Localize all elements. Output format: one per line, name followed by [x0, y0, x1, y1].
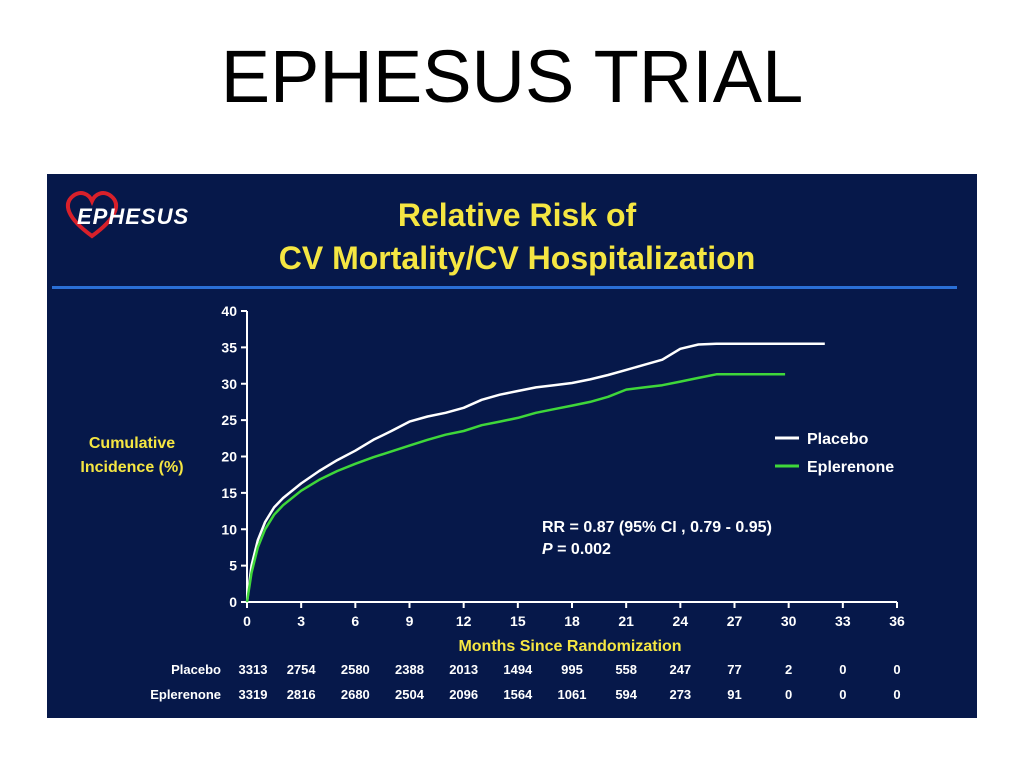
y-axis-label-line2: Incidence (%)	[80, 459, 183, 476]
x-tick-label: 33	[835, 613, 851, 629]
risk-count-eplerenone: 273	[669, 687, 691, 702]
x-tick-label: 30	[781, 613, 797, 629]
y-tick-label: 0	[229, 594, 237, 610]
ephesus-logo: EPHESUS	[57, 184, 257, 239]
legend: Placebo Eplerenone	[775, 431, 894, 476]
risk-count-placebo: 2580	[341, 662, 370, 677]
rr-annotation: RR = 0.87 (95% CI , 0.79 - 0.95)	[542, 519, 772, 536]
risk-count-eplerenone: 1061	[558, 687, 587, 702]
risk-count-placebo: 558	[615, 662, 637, 677]
chart-series	[245, 342, 825, 603]
y-tick-label: 20	[221, 449, 237, 465]
risk-count-placebo: 0	[893, 662, 900, 677]
page-title: EPHESUS TRIAL	[220, 35, 804, 118]
risk-count-placebo: 0	[839, 662, 846, 677]
risk-count-placebo: 77	[727, 662, 741, 677]
risk-count-eplerenone: 2816	[287, 687, 316, 702]
risk-count-eplerenone: 1564	[503, 687, 533, 702]
slide-panel: EPHESUS Relative Risk of CV Mortality/CV…	[47, 174, 977, 718]
legend-label-placebo: Placebo	[807, 431, 869, 448]
heart-logo-icon	[66, 191, 118, 239]
series-line-placebo	[245, 342, 825, 603]
x-tick-label: 27	[727, 613, 743, 629]
risk-label-eplerenone: Eplerenone	[150, 687, 221, 702]
y-tick-label: 35	[221, 339, 237, 355]
risk-count-eplerenone: 0	[785, 687, 792, 702]
risk-count-placebo: 2	[785, 662, 792, 677]
risk-label-placebo: Placebo	[171, 662, 221, 677]
y-tick-label: 30	[221, 376, 237, 392]
risk-count-eplerenone: 91	[727, 687, 741, 702]
risk-count-placebo: 247	[669, 662, 691, 677]
risk-count-placebo: 2013	[449, 662, 478, 677]
x-tick-label: 3	[297, 613, 305, 629]
series-line-eplerenone	[245, 373, 786, 603]
p-value-annotation: P = 0.002	[542, 541, 611, 558]
risk-count-eplerenone: 0	[839, 687, 846, 702]
y-axis-label-line1: Cumulative	[89, 435, 175, 452]
slide-title-line2: CV Mortality/CV Hospitalization	[278, 240, 756, 276]
risk-count-placebo: 2754	[287, 662, 317, 677]
x-tick-label: 0	[243, 613, 251, 629]
legend-label-eplerenone: Eplerenone	[807, 459, 894, 476]
slide-title-line1: Relative Risk of	[397, 197, 637, 233]
logo-text: EPHESUS	[77, 204, 190, 229]
x-tick-label: 9	[406, 613, 414, 629]
x-tick-label: 15	[510, 613, 526, 629]
risk-count-placebo: 1494	[503, 662, 533, 677]
x-tick-label: 18	[564, 613, 580, 629]
p-value: = 0.002	[557, 541, 611, 558]
risk-count-eplerenone: 0	[893, 687, 900, 702]
p-symbol: P	[542, 541, 553, 558]
risk-count-placebo: 995	[561, 662, 583, 677]
risk-count-placebo: 3313	[239, 662, 268, 677]
x-tick-label: 6	[351, 613, 359, 629]
risk-count-eplerenone: 2096	[449, 687, 478, 702]
risk-count-eplerenone: 3319	[239, 687, 268, 702]
y-tick-label: 5	[229, 558, 237, 574]
title-divider	[52, 286, 957, 289]
risk-count-eplerenone: 2680	[341, 687, 370, 702]
y-tick-label: 10	[221, 521, 237, 537]
risk-count-placebo: 2388	[395, 662, 424, 677]
x-tick-label: 24	[673, 613, 689, 629]
risk-count-eplerenone: 2504	[395, 687, 425, 702]
x-tick-label: 36	[889, 613, 905, 629]
risk-table: Placebo Eplerenone 3313 2754 2580 2388 2013 1…	[150, 662, 900, 702]
y-tick-label: 40	[221, 303, 237, 319]
x-axis-label: Months Since Randomization	[458, 638, 681, 655]
x-tick-label: 12	[456, 613, 472, 629]
risk-count-eplerenone: 594	[615, 687, 637, 702]
x-tick-label: 21	[618, 613, 634, 629]
y-tick-label: 15	[221, 485, 237, 501]
y-tick-label: 25	[221, 412, 237, 428]
